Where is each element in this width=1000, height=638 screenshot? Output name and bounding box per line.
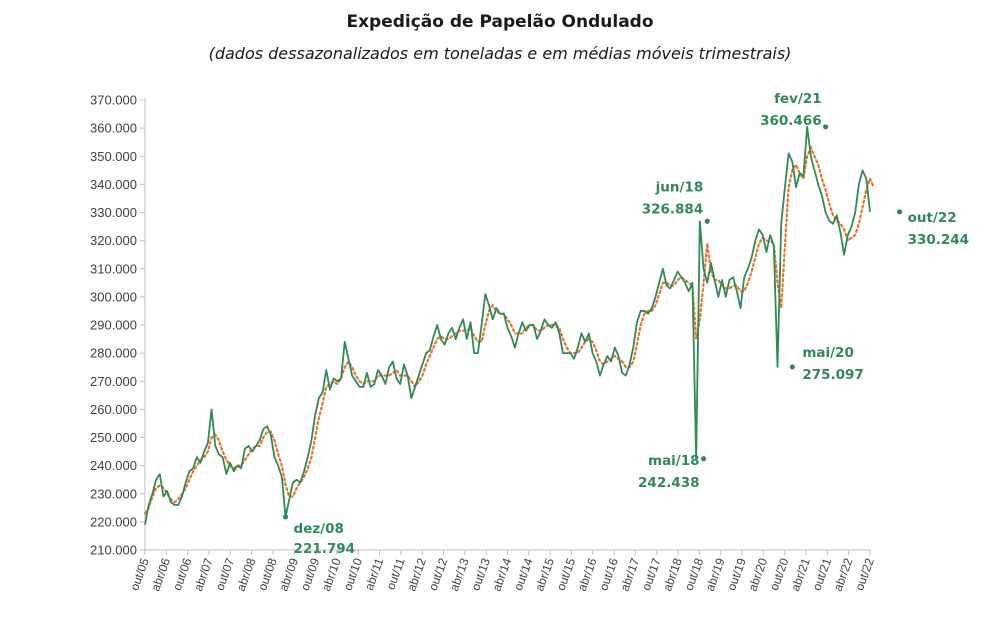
annotation-marker	[789, 364, 795, 370]
annotation-value-label: 275.097	[802, 367, 864, 383]
annotation-marker	[700, 456, 707, 462]
annotation-value-label: 330.244	[908, 232, 970, 248]
y-tick-label: 290.000	[90, 318, 137, 333]
y-tick-label: 240.000	[90, 458, 137, 473]
chart-subtitle: (dados dessazonalizados em toneladas e e…	[208, 44, 792, 63]
annotations: dez/08 221.794 mai/18 242.438 jun/18 326.884 m…	[282, 91, 970, 557]
annotation-date-label: fev/21	[774, 91, 822, 107]
y-tick-label: 220.000	[90, 514, 137, 529]
series-lines	[143, 125, 875, 525]
chart-title: Expedição de Papelão Ondulado	[346, 12, 654, 32]
annotation-marker	[282, 514, 289, 520]
series-moving-average-line	[143, 145, 875, 515]
annotation-value-label: 221.794	[294, 541, 356, 557]
y-tick-label: 320.000	[90, 233, 137, 248]
y-tick-label: 210.000	[90, 543, 137, 558]
annotation-value-label: 326.884	[642, 201, 704, 217]
y-axis-ticks: 210.000 220.000 230.000 240.000 250.000 260.0…	[90, 93, 145, 558]
y-tick-label: 360.000	[90, 121, 137, 136]
axes	[144, 98, 870, 551]
y-tick-label: 330.000	[90, 205, 137, 220]
y-tick-label: 300.000	[90, 289, 137, 304]
y-tick-label: 370.000	[90, 93, 137, 108]
y-tick-label: 280.000	[90, 346, 137, 361]
y-tick-label: 260.000	[90, 402, 137, 417]
annotation-marker	[896, 209, 903, 215]
series-main-line	[144, 125, 871, 525]
y-tick-label: 270.000	[90, 374, 137, 389]
annotation-date-label: out/22	[908, 210, 957, 226]
y-tick-label: 230.000	[90, 486, 137, 501]
y-tick-label: 310.000	[90, 261, 137, 276]
annotation-value-label: 360.466	[760, 113, 822, 129]
annotation-date-label: jun/18	[655, 179, 704, 195]
x-axis-ticks: out/05abr/06out/06abr/07out/07abr/08out/…	[127, 550, 877, 593]
y-tick-label: 250.000	[90, 430, 137, 445]
y-tick-label: 340.000	[90, 177, 137, 192]
annotation-marker	[704, 218, 710, 224]
annotation-date-label: mai/18	[648, 453, 700, 469]
annotation-date-label: dez/08	[294, 521, 344, 537]
annotation-marker	[823, 124, 829, 130]
y-tick-label: 350.000	[90, 149, 137, 164]
x-tick-label: out/22	[852, 556, 877, 592]
annotation-date-label: mai/20	[802, 345, 854, 361]
annotation-value-label: 242.438	[638, 475, 700, 491]
